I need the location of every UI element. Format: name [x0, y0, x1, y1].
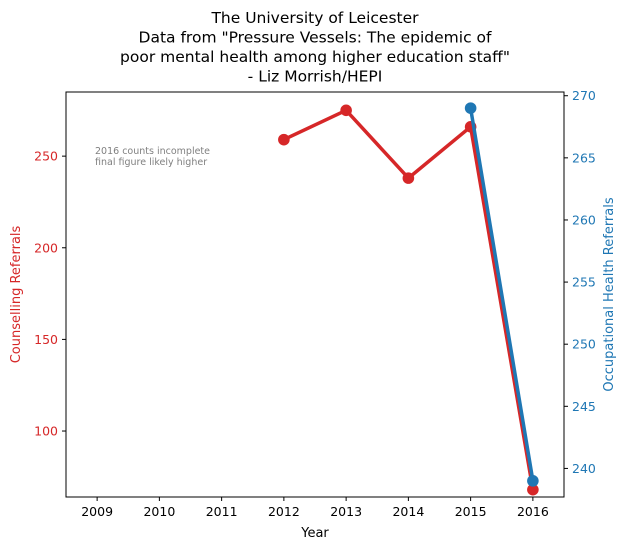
x-tick-label: 2014	[392, 504, 424, 519]
data-point-counselling	[340, 104, 352, 117]
annotation-line: final figure likely higher	[95, 157, 207, 168]
data-point-occupational-health	[464, 102, 477, 114]
left-y-tick-label: 200	[34, 240, 58, 255]
title-line: The University of Leicester	[210, 9, 419, 27]
title-line: - Liz Morrish/HEPI	[248, 68, 383, 86]
x-tick-label: 2015	[455, 504, 487, 519]
series-line-occupational-health	[468, 106, 535, 483]
annotation-line: 2016 counts incomplete	[95, 146, 210, 157]
title-line: Data from "Pressure Vessels: The epidemi…	[139, 29, 492, 47]
right-y-tick-label: 245	[572, 399, 596, 414]
chart-title: The University of Leicester Data from "Pr…	[120, 9, 510, 86]
right-y-tick-label: 265	[572, 150, 596, 165]
left-y-axis-label: Counselling Referrals	[9, 225, 24, 363]
x-axis: 2009 2010 2011 2012 2013 2014 2015 2016	[81, 497, 549, 519]
left-y-tick-label: 250	[34, 149, 58, 164]
data-point-counselling	[527, 483, 539, 496]
x-tick-label: 2010	[143, 504, 175, 519]
series	[278, 102, 539, 496]
right-y-tick-label: 260	[572, 212, 596, 227]
left-y-tick-label: 150	[34, 332, 58, 347]
right-y-tick-label: 250	[572, 337, 596, 352]
right-y-tick-label: 240	[572, 461, 596, 476]
x-tick-label: 2012	[268, 504, 300, 519]
data-point-occupational-health	[527, 475, 539, 487]
right-y-tick-label: 270	[572, 88, 596, 103]
series-line-counselling	[282, 108, 535, 492]
data-point-counselling	[278, 133, 290, 146]
data-point-counselling	[402, 172, 415, 184]
plot-frame	[65, 91, 565, 498]
left-y-tick-label: 100	[34, 424, 58, 439]
x-tick-label: 2011	[206, 504, 238, 519]
x-axis-label: Year	[300, 526, 329, 541]
right-y-tick-label: 255	[572, 275, 596, 290]
left-y-axis: 100 150 200 250	[34, 149, 66, 439]
right-y-axis: 240 245 250 255 260 265 270	[564, 88, 596, 476]
x-tick-label: 2009	[81, 504, 113, 519]
x-tick-label: 2013	[330, 504, 362, 519]
right-y-axis-label: Occupational Health Referrals	[602, 197, 617, 391]
x-tick-label: 2016	[517, 504, 549, 519]
title-line: poor mental health among higher educatio…	[120, 48, 510, 66]
